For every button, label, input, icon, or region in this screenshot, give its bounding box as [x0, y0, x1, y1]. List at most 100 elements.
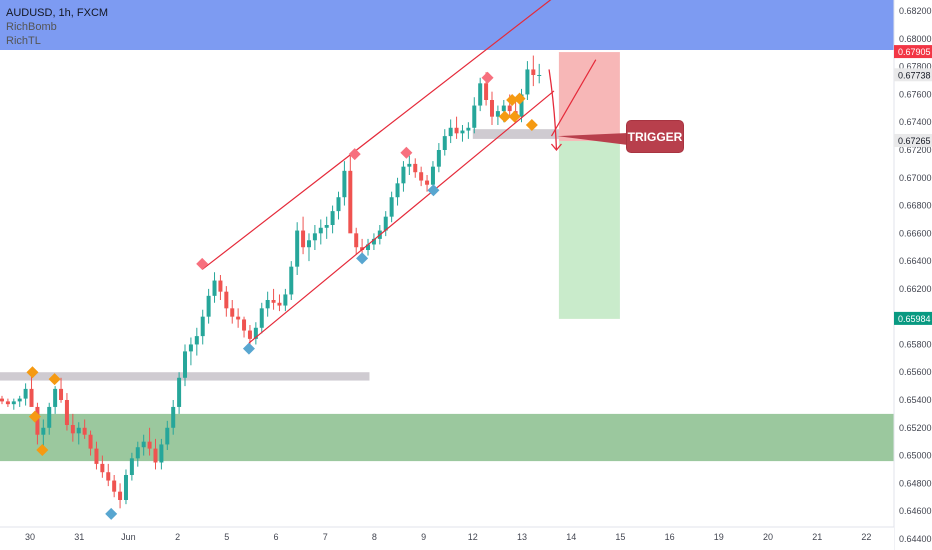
candle-body [165, 427, 170, 445]
projected-line[interactable] [551, 59, 597, 137]
candle-body [106, 472, 111, 481]
candle-body [82, 427, 87, 435]
projection-arrow-head [550, 143, 562, 152]
swing-marker-low[interactable] [242, 342, 255, 355]
candle-body [354, 233, 359, 248]
swing-marker-low[interactable] [105, 507, 118, 520]
candle-body [478, 83, 483, 106]
candle-body [23, 388, 28, 399]
indicator-richtl[interactable]: RichTL [6, 35, 41, 47]
candle-body [306, 240, 311, 248]
candle-body [324, 225, 329, 228]
candle-body [401, 166, 406, 184]
price-axis[interactable] [894, 0, 932, 550]
candle-body [230, 308, 235, 317]
candle-body [430, 166, 435, 185]
swing-marker-low[interactable] [356, 252, 369, 265]
breakout-level[interactable] [472, 129, 606, 139]
supply-zone[interactable] [0, 0, 894, 50]
swing-marker-pivot[interactable] [48, 373, 61, 386]
channel-upper[interactable] [201, 0, 554, 270]
price-label-text: 0.67905 [898, 47, 931, 57]
y-tick-label: 0.66200 [899, 284, 932, 294]
y-tick-label: 0.65800 [899, 339, 932, 349]
trigger-callout[interactable]: TRIGGER [627, 121, 683, 152]
x-tick-label: 31 [74, 532, 84, 542]
take-profit-box[interactable] [558, 140, 620, 319]
swing-marker-high[interactable] [481, 71, 494, 84]
y-tick-label: 0.64800 [899, 478, 932, 488]
x-tick-label: 16 [665, 532, 675, 542]
candle-body [301, 230, 306, 248]
time-axis[interactable] [0, 527, 894, 550]
y-tick-label: 0.68000 [899, 34, 932, 44]
candle-body [41, 427, 46, 435]
candle-body [224, 291, 229, 309]
x-tick-label: 21 [812, 532, 822, 542]
candle-body [277, 302, 282, 306]
candle-body [330, 211, 335, 225]
symbol-title: AUDUSD, 1h, FXCM [6, 7, 109, 19]
chart-legend: AUDUSD, 1h, FXCM RichBomb RichTL [6, 6, 108, 48]
candle-body [112, 480, 117, 492]
candle-body [436, 150, 441, 167]
indicator-richbomb[interactable]: RichBomb [6, 21, 57, 33]
price-label-box [894, 133, 932, 147]
swing-marker-high[interactable] [196, 257, 209, 270]
candle-body [289, 266, 294, 295]
candle-body [242, 319, 247, 331]
demand-zone[interactable] [0, 413, 894, 462]
swing-marker-pivot[interactable] [36, 444, 49, 456]
candle-body [395, 183, 400, 198]
y-tick-label: 0.66800 [899, 201, 932, 211]
swing-marker-pivot[interactable] [498, 110, 511, 123]
y-tick-label: 0.67000 [899, 173, 932, 183]
candle-body [519, 94, 524, 117]
candle-body [342, 170, 347, 198]
candle-body [383, 216, 388, 231]
stop-loss-box[interactable] [558, 52, 620, 141]
candle-body [247, 330, 252, 339]
candle-body [484, 83, 489, 100]
swing-marker-pivot[interactable] [513, 92, 526, 105]
channel-lower[interactable] [248, 90, 555, 344]
price-label-text: 0.65984 [898, 314, 931, 324]
candle-body [466, 127, 471, 131]
y-tick-label: 0.66400 [899, 256, 932, 266]
y-tick-label: 0.65600 [899, 367, 932, 377]
candle-body [537, 75, 542, 76]
price-label-box [894, 311, 932, 325]
candle-body [265, 300, 270, 309]
candle-body [336, 197, 341, 212]
y-tick-label: 0.68200 [899, 6, 932, 16]
candle-body [360, 247, 365, 250]
y-tick-label: 0.66600 [899, 228, 932, 238]
candle-body [147, 441, 152, 449]
swing-marker-pivot[interactable] [28, 410, 41, 423]
swing-marker-pivot[interactable] [525, 119, 538, 131]
candle-body [348, 170, 353, 234]
y-tick-label: 0.65000 [899, 451, 932, 461]
candle-body [413, 163, 418, 173]
x-tick-label: 8 [372, 532, 377, 542]
price-label-text: 0.67738 [898, 70, 931, 80]
swing-marker-pivot[interactable] [26, 366, 39, 379]
candle-body [59, 388, 64, 400]
swing-marker-high[interactable] [400, 146, 413, 159]
swing-marker-pivot[interactable] [508, 110, 521, 123]
candle-body [141, 441, 146, 448]
swing-marker-high[interactable] [348, 148, 361, 161]
trigger-connector [557, 133, 628, 145]
candle-body [489, 100, 494, 117]
candle-body [472, 105, 477, 128]
candle-body [318, 227, 323, 234]
swing-marker-low[interactable] [427, 184, 440, 197]
y-tick-label: 0.65200 [899, 423, 932, 433]
candle-body [76, 427, 81, 434]
price-label-box [894, 68, 932, 82]
candle-body [123, 475, 128, 500]
candle-body [448, 127, 453, 137]
x-tick-label: 6 [273, 532, 278, 542]
